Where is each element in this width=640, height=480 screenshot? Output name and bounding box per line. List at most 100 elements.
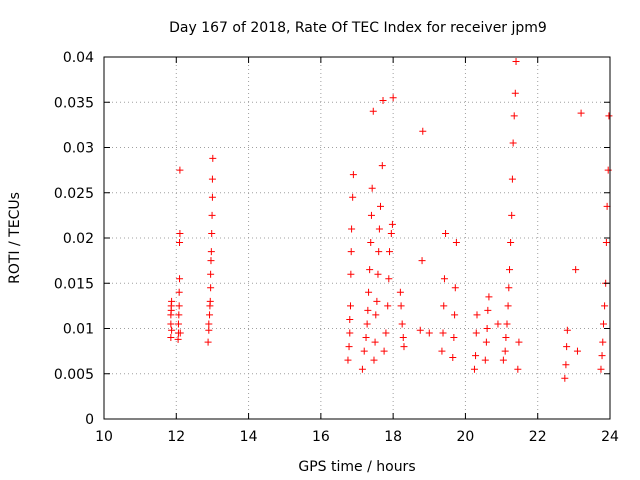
- data-point: [347, 270, 355, 278]
- data-point: [365, 288, 373, 296]
- data-point: [167, 334, 175, 342]
- data-point: [363, 320, 371, 328]
- data-point: [449, 353, 457, 361]
- data-point: [425, 329, 433, 337]
- data-point: [175, 288, 183, 296]
- x-tick-labels: 10 12 14 16 18 20 22 24: [95, 429, 619, 445]
- data-point: [386, 248, 394, 256]
- data-point: [348, 225, 356, 233]
- data-point: [175, 302, 183, 310]
- data-point: [176, 166, 184, 174]
- data-point: [563, 326, 571, 334]
- data-point: [346, 315, 354, 323]
- data-point: [505, 284, 513, 292]
- x-tick-label: 14: [240, 429, 258, 445]
- data-point: [384, 302, 392, 310]
- data-point: [387, 229, 395, 237]
- data-point: [499, 356, 507, 364]
- data-point: [482, 338, 490, 346]
- data-point: [204, 338, 212, 346]
- data-point: [494, 320, 502, 328]
- data-point: [451, 311, 459, 319]
- data-point: [205, 326, 213, 334]
- data-point: [515, 338, 523, 346]
- data-point: [399, 334, 407, 342]
- data-point: [601, 302, 609, 310]
- data-point: [440, 275, 448, 283]
- y-axis-label: ROTI / TECUs: [7, 192, 23, 284]
- data-point: [442, 229, 450, 237]
- data-point: [597, 365, 605, 373]
- data-point: [206, 311, 214, 319]
- data-point: [502, 334, 510, 342]
- data-point: [208, 211, 216, 219]
- y-tick-labels: 0 0.005 0.01 0.015 0.02 0.025 0.03 0.035 0.04: [54, 50, 94, 428]
- data-point: [176, 275, 184, 283]
- data-point: [366, 266, 374, 274]
- data-point: [364, 306, 372, 314]
- data-point: [369, 107, 377, 115]
- data-point: [397, 302, 405, 310]
- data-point: [167, 320, 175, 328]
- y-tick-label: 0: [85, 412, 94, 428]
- y-tick-label: 0.02: [63, 231, 94, 247]
- data-point: [598, 352, 606, 360]
- data-point: [506, 266, 514, 274]
- data-point: [450, 334, 458, 342]
- data-point: [358, 365, 366, 373]
- data-point: [439, 329, 447, 337]
- y-tick-label: 0.025: [54, 186, 94, 202]
- data-point: [512, 58, 520, 66]
- x-tick-label: 10: [95, 429, 113, 445]
- data-point: [501, 347, 509, 355]
- data-point: [360, 347, 368, 355]
- data-point: [207, 284, 215, 292]
- data-point: [562, 361, 570, 369]
- axis-ticks: [103, 56, 611, 420]
- data-point: [174, 320, 182, 328]
- data-point: [385, 275, 393, 283]
- data-point: [367, 211, 375, 219]
- data-point: [349, 193, 357, 201]
- data-point: [168, 297, 176, 305]
- data-point: [375, 225, 383, 233]
- data-point: [176, 239, 184, 247]
- data-point: [347, 248, 355, 256]
- x-tick-label: 18: [384, 429, 402, 445]
- data-point: [484, 306, 492, 314]
- data-point: [438, 347, 446, 355]
- y-tick-label: 0.04: [63, 50, 94, 66]
- data-point: [503, 320, 511, 328]
- data-point: [376, 202, 384, 210]
- data-point: [176, 229, 184, 237]
- data-point: [389, 94, 397, 102]
- data-point: [370, 356, 378, 364]
- data-point: [605, 112, 613, 120]
- x-tick-label: 24: [601, 429, 619, 445]
- data-point: [396, 288, 404, 296]
- x-tick-label: 16: [312, 429, 330, 445]
- data-point: [510, 112, 518, 120]
- x-tick-label: 12: [167, 429, 185, 445]
- y-tick-label: 0.005: [54, 367, 94, 383]
- data-point: [561, 374, 569, 382]
- data-point: [388, 220, 396, 228]
- data-point: [504, 302, 512, 310]
- data-point: [507, 239, 515, 247]
- data-point: [602, 239, 610, 247]
- data-point: [509, 139, 517, 147]
- data-point: [481, 356, 489, 364]
- y-tick-label: 0.01: [63, 322, 94, 338]
- data-point: [470, 365, 478, 373]
- data-point: [380, 347, 388, 355]
- data-point: [174, 335, 182, 343]
- data-point: [207, 248, 215, 256]
- data-point: [514, 365, 522, 373]
- data-points: [167, 58, 613, 382]
- data-point: [346, 302, 354, 310]
- x-axis-label: GPS time / hours: [298, 459, 415, 475]
- data-point: [372, 311, 380, 319]
- data-point: [175, 311, 183, 319]
- data-point: [472, 329, 480, 337]
